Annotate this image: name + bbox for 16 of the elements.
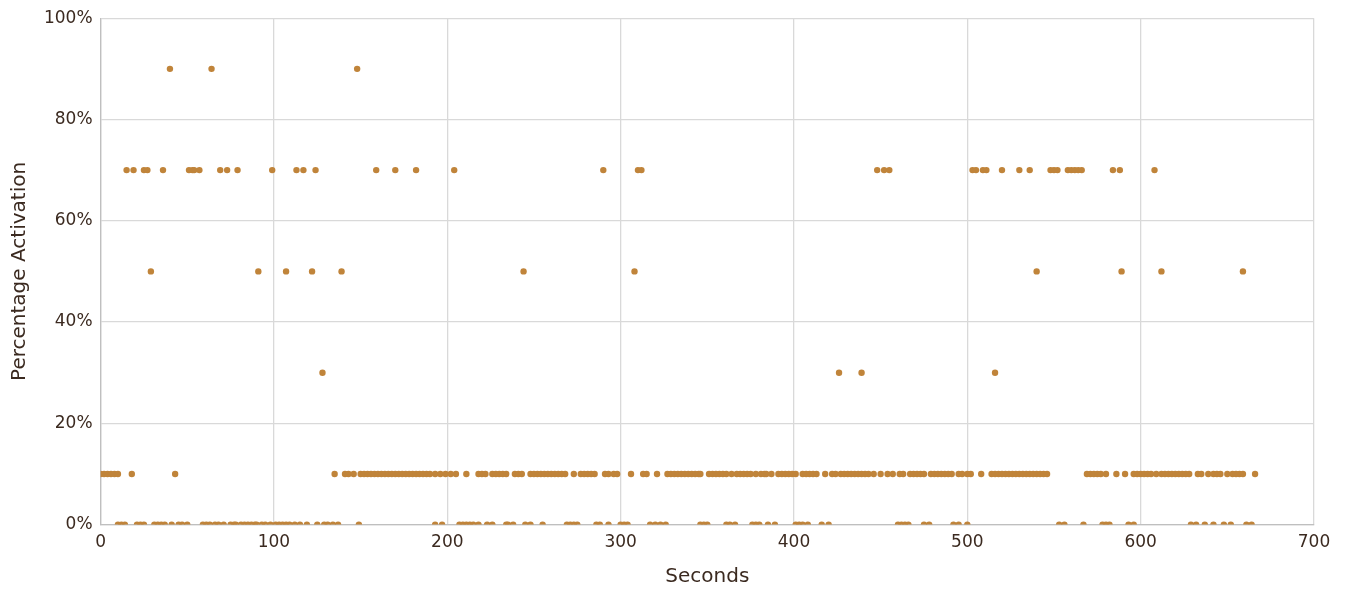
x-tick-label: 300 bbox=[604, 531, 637, 552]
x-tick-label: 700 bbox=[1297, 531, 1331, 552]
y-tick-label: 40% bbox=[54, 310, 93, 331]
x-tick-label: 100 bbox=[257, 531, 291, 552]
y-tick-label: 80% bbox=[54, 107, 93, 128]
y-tick-label: 100% bbox=[43, 6, 93, 27]
x-axis-title: Seconds bbox=[665, 563, 750, 588]
x-tick-label: 600 bbox=[1124, 531, 1157, 552]
y-tick-label: 0% bbox=[65, 513, 93, 534]
y-tick-label: 60% bbox=[54, 209, 93, 230]
x-tick-label: 0 bbox=[95, 531, 107, 552]
y-axis-title: Percentage Activation bbox=[6, 161, 31, 381]
x-tick-label: 500 bbox=[951, 531, 984, 552]
y-tick-label: 20% bbox=[54, 411, 93, 432]
x-tick-label: 400 bbox=[777, 531, 811, 552]
x-tick-label: 200 bbox=[431, 531, 464, 552]
